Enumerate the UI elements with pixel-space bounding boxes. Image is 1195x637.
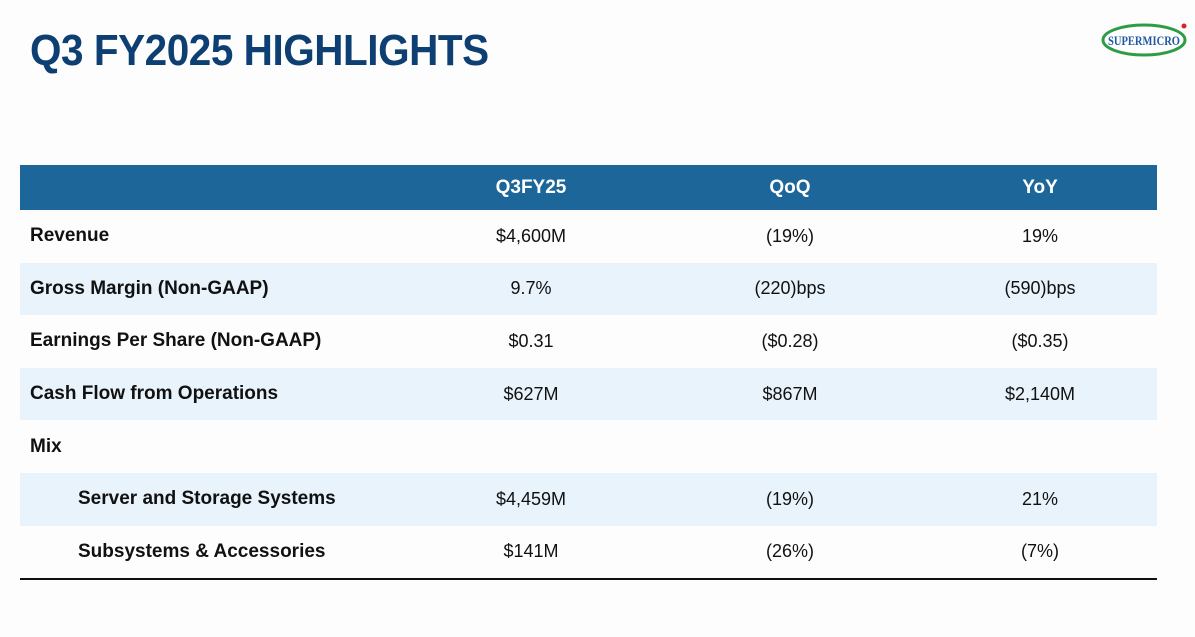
table-cell: 19% xyxy=(1021,225,1059,246)
table-cell: 21% xyxy=(1021,488,1059,509)
table-row: Subsystems & Accessories $141M (26%) (7%) xyxy=(20,526,1157,579)
logo-text: SUPERMICRO xyxy=(1108,33,1180,48)
column-header: Q3FY25 xyxy=(495,176,567,198)
table-cell: (7%) xyxy=(1020,541,1059,562)
table-cell: (220)bps xyxy=(754,278,826,299)
table-cell: (19%) xyxy=(765,225,814,246)
table-row: Cash Flow from Operations $627M $867M $2,14… xyxy=(20,367,1157,421)
table-rule xyxy=(20,578,1157,581)
table-cell: $141M xyxy=(503,541,559,562)
table: Q3FY25 QoQ YoY Revenue $4,600M (19%) 19% Gross … xyxy=(20,165,1157,581)
column-header: QoQ xyxy=(769,176,811,198)
table-cell: $0.31 xyxy=(508,330,554,351)
table-cell: (19%) xyxy=(765,488,814,509)
logo-ring xyxy=(1101,23,1187,57)
table-cell: ($0.28) xyxy=(761,330,819,351)
table-header: Q3FY25 QoQ YoY xyxy=(20,165,1157,210)
table-cell: $2,140M xyxy=(1004,383,1076,404)
row-label: Earnings Per Share (Non-GAAP) xyxy=(30,330,322,352)
table-row: Server and Storage Systems $4,459M (19%) 21… xyxy=(20,472,1157,526)
table-row: Gross Margin (Non-GAAP) 9.7% (220)bps (590)… xyxy=(20,262,1157,316)
slide-title: Q3 FY2025 HIGHLIGHTS xyxy=(30,26,489,75)
row-label: Server and Storage Systems xyxy=(78,488,336,510)
table-cell: $627M xyxy=(503,383,559,404)
row-label: Mix xyxy=(30,435,62,457)
table-cell: (26%) xyxy=(765,541,814,562)
row-label: Cash Flow from Operations xyxy=(30,383,279,405)
row-label: Gross Margin (Non-GAAP) xyxy=(30,277,269,299)
table-row: Earnings Per Share (Non-GAAP) $0.31 ($0.28… xyxy=(20,315,1157,368)
table-cell: $4,459M xyxy=(495,488,567,509)
table-cell: ($0.35) xyxy=(1011,330,1069,351)
table-cell: $4,600M xyxy=(495,225,567,246)
logo-dot xyxy=(1181,23,1187,29)
table-cell: 9.7% xyxy=(510,278,552,299)
table-row: Revenue $4,600M (19%) 19% xyxy=(20,210,1157,263)
table-cell: $867M xyxy=(762,383,818,404)
column-header: YoY xyxy=(1022,176,1058,198)
row-label: Subsystems & Accessories xyxy=(78,540,326,562)
table-cell: (590)bps xyxy=(1004,278,1076,299)
logo: SUPERMICRO xyxy=(1101,23,1187,57)
row-label: Revenue xyxy=(30,225,110,247)
table-row: Mix xyxy=(20,420,1157,473)
